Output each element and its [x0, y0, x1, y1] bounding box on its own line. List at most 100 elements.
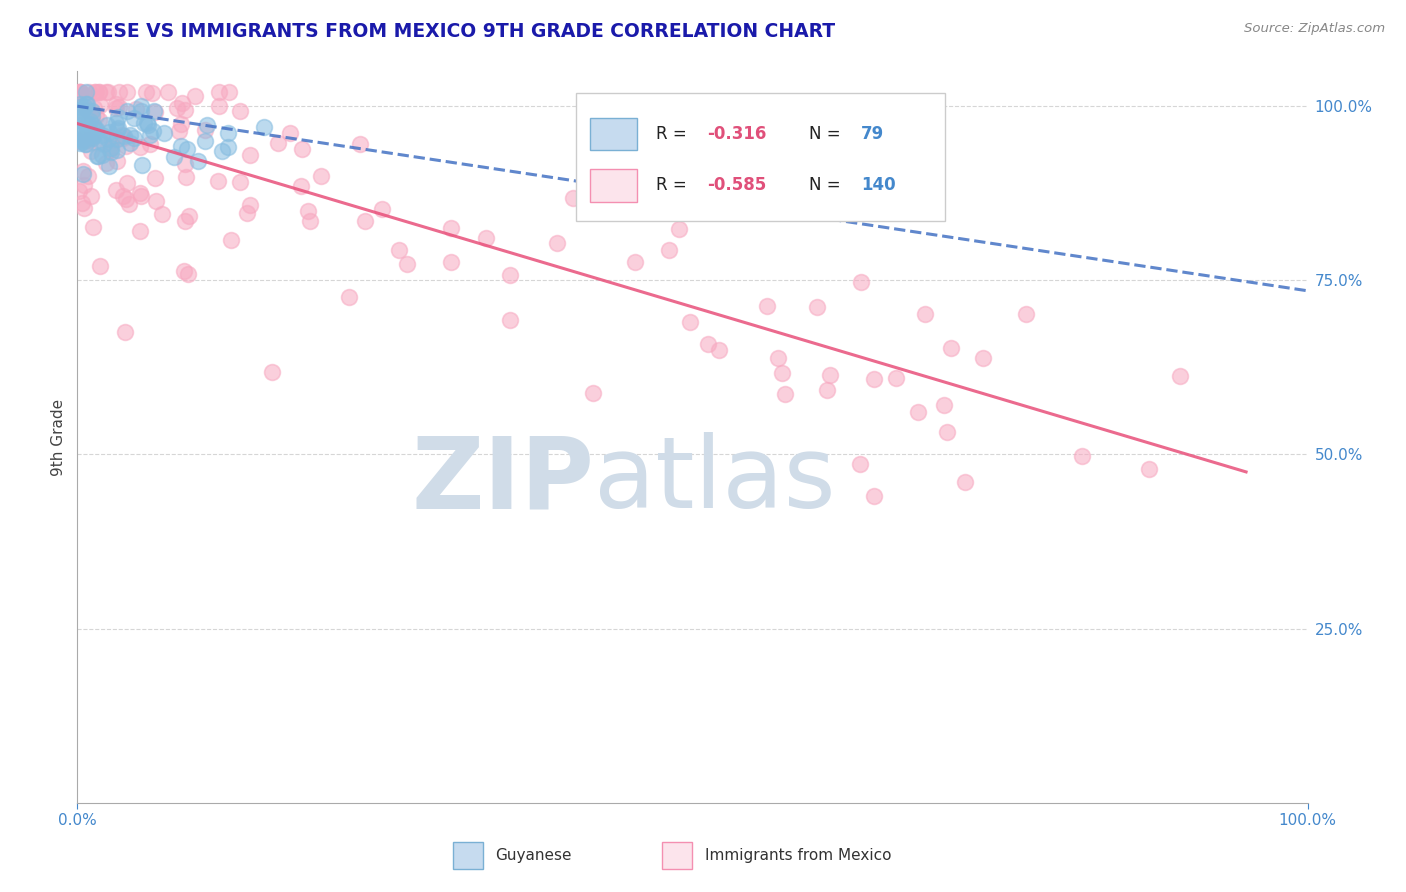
Point — [73, 136, 96, 151]
Point — [82, 131, 104, 145]
Point — [76, 125, 98, 139]
Point — [83, 85, 105, 99]
Point — [80, 144, 103, 158]
Point — [107, 120, 129, 135]
Point — [105, 123, 128, 137]
Point — [177, 267, 200, 281]
Point — [818, 368, 841, 383]
Point — [120, 136, 142, 150]
Point — [69, 105, 91, 120]
Point — [253, 120, 276, 135]
Point — [298, 213, 321, 227]
Point — [105, 132, 128, 146]
Point — [141, 86, 163, 100]
Point — [108, 85, 131, 99]
Point — [194, 123, 217, 137]
Point — [104, 101, 127, 115]
Point — [1137, 462, 1160, 476]
Point — [77, 169, 100, 183]
Point — [69, 136, 91, 150]
Point — [668, 221, 690, 235]
Point — [349, 137, 371, 152]
Point — [773, 386, 796, 401]
Point — [1168, 369, 1191, 384]
Point — [170, 138, 193, 153]
Point — [177, 210, 200, 224]
Point — [72, 201, 94, 215]
Point — [86, 122, 108, 136]
Point — [98, 125, 121, 139]
Point — [132, 116, 155, 130]
Point — [112, 129, 135, 144]
Point — [97, 160, 120, 174]
Point — [139, 136, 162, 151]
Point — [75, 116, 97, 130]
Point — [129, 103, 152, 118]
Point — [907, 405, 929, 419]
Point — [239, 148, 262, 162]
Point — [499, 313, 522, 327]
Point — [80, 189, 103, 203]
Point — [69, 85, 91, 99]
Point — [582, 386, 605, 401]
Point — [138, 118, 160, 132]
Text: R =: R = — [655, 177, 692, 194]
Point — [851, 275, 873, 289]
Point — [624, 255, 647, 269]
Point — [80, 112, 103, 127]
Point — [72, 167, 94, 181]
Point — [112, 130, 135, 145]
Point — [87, 85, 110, 99]
Point — [73, 135, 96, 149]
Point — [67, 85, 90, 99]
Point — [100, 145, 122, 159]
Point — [143, 171, 166, 186]
Point — [207, 174, 229, 188]
Point — [73, 178, 96, 193]
Point — [73, 120, 96, 135]
Point — [97, 85, 120, 99]
Point — [174, 214, 197, 228]
Point — [87, 85, 110, 99]
Point — [128, 140, 150, 154]
FancyBboxPatch shape — [662, 842, 693, 869]
Point — [76, 115, 98, 129]
Point — [766, 351, 789, 365]
Point — [174, 169, 197, 184]
Point — [70, 132, 93, 146]
Text: 79: 79 — [860, 125, 884, 144]
Point — [561, 191, 583, 205]
Point — [170, 96, 193, 111]
Point — [129, 189, 152, 203]
Text: R =: R = — [655, 125, 692, 144]
Point — [83, 101, 105, 115]
Point — [169, 117, 191, 131]
Point — [125, 103, 148, 117]
Point — [135, 85, 157, 99]
Point — [1015, 307, 1038, 321]
Point — [72, 132, 94, 146]
Point — [80, 131, 103, 145]
Point — [105, 144, 128, 158]
Point — [100, 141, 122, 155]
Point — [89, 259, 111, 273]
Point — [218, 85, 240, 99]
Point — [105, 154, 128, 169]
Point — [278, 126, 301, 140]
Text: Source: ZipAtlas.com: Source: ZipAtlas.com — [1244, 22, 1385, 36]
Point — [86, 149, 108, 163]
Text: Immigrants from Mexico: Immigrants from Mexico — [704, 848, 891, 863]
Point — [82, 220, 104, 235]
Point — [153, 126, 176, 140]
Point — [96, 156, 118, 170]
Point — [104, 116, 127, 130]
Point — [815, 383, 838, 397]
Point — [115, 192, 138, 206]
Point — [166, 101, 188, 115]
Point — [176, 142, 198, 156]
Point — [69, 100, 91, 114]
Point — [82, 103, 104, 118]
Point — [97, 131, 120, 145]
Point — [122, 112, 145, 126]
Point — [80, 109, 103, 123]
